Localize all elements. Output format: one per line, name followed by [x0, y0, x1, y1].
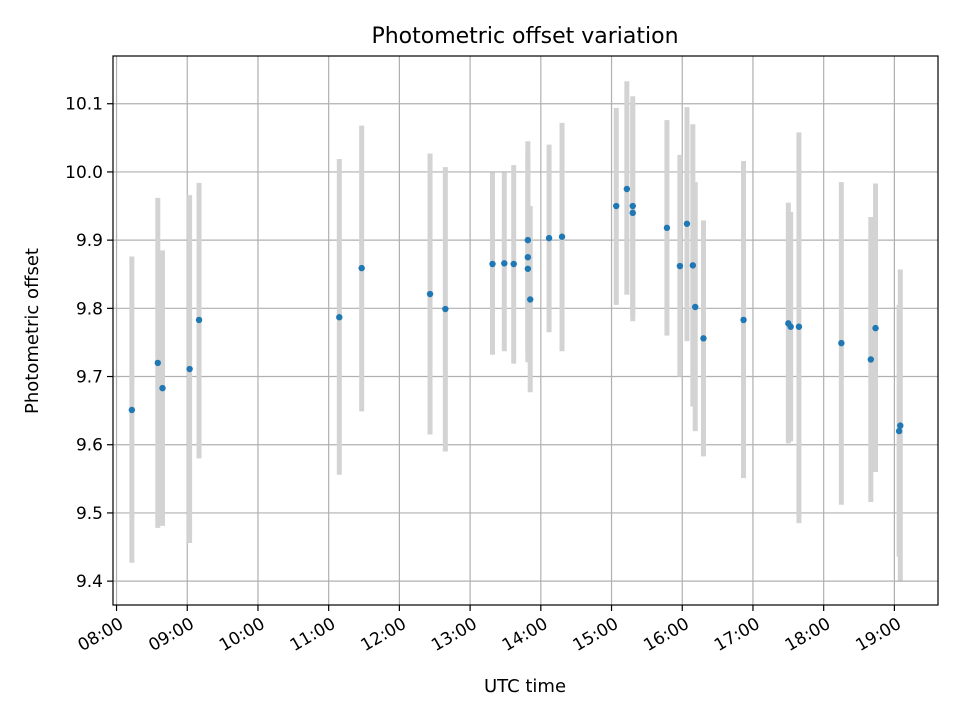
y-tick-label: 9.8 [76, 299, 103, 319]
y-tick-label: 10.0 [65, 163, 103, 183]
data-point [838, 339, 845, 347]
data-point [426, 290, 434, 298]
y-axis-ticks: 9.4 9.5 9.6 9.7 9.8 9.9 10.0 10.1 [65, 95, 113, 592]
plot-area-frame [112, 55, 939, 606]
data-point [897, 422, 904, 429]
data-point [510, 260, 517, 268]
y-axis-label: Photometric offset [22, 248, 43, 414]
data-point [629, 202, 636, 210]
data-point [689, 262, 697, 269]
x-axis-label: UTC time [484, 676, 566, 697]
y-tick-label: 9.6 [76, 436, 103, 456]
data-point [195, 316, 203, 324]
data-point [159, 384, 166, 392]
data-point [336, 314, 343, 321]
data-point [623, 185, 631, 193]
data-point [683, 220, 691, 227]
data-point [501, 260, 508, 267]
y-tick-label: 9.9 [76, 231, 103, 251]
y-tick-label: 9.7 [76, 368, 103, 388]
data-point [442, 305, 449, 313]
data-point [613, 202, 620, 210]
data-point [795, 323, 803, 330]
point-layer [128, 185, 904, 435]
y-tick-label: 9.4 [76, 572, 103, 592]
y-tick-label: 10.1 [65, 95, 103, 115]
data-point [489, 260, 496, 268]
data-point [128, 406, 136, 414]
data-point [629, 209, 636, 217]
data-point [676, 262, 684, 270]
data-point [545, 234, 553, 242]
data-point [524, 253, 532, 261]
data-point [895, 427, 903, 435]
data-point [787, 323, 794, 330]
y-tick-label: 9.5 [76, 504, 103, 524]
data-point [867, 356, 875, 363]
data-point [527, 296, 534, 303]
data-point [692, 303, 699, 311]
data-point [872, 324, 879, 332]
data-point [663, 224, 671, 232]
data-point [154, 359, 161, 367]
data-point [186, 365, 193, 373]
data-point [700, 335, 707, 342]
data-point [558, 233, 566, 240]
data-point [524, 236, 532, 244]
chart-title: Photometric offset variation [371, 24, 678, 49]
data-point [740, 316, 747, 324]
data-point [524, 265, 532, 272]
data-point [358, 264, 365, 272]
